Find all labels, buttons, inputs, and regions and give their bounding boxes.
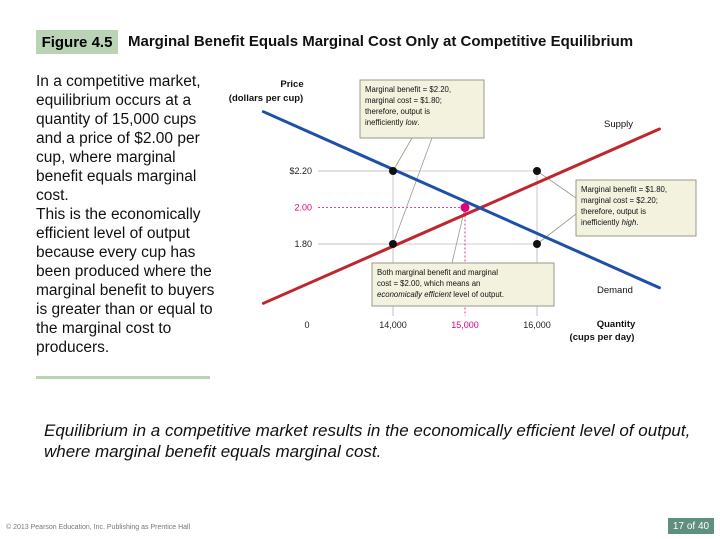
supply-curve	[261, 127, 661, 305]
pointer-low-to-mc	[392, 137, 433, 245]
callout-eq-line-2: cost = $2.00, which means an	[377, 279, 480, 288]
callout-high-line-3: therefore, output is	[581, 207, 646, 216]
callout-inefficiently-low: Marginal benefit = $2.20, marginal cost …	[359, 79, 485, 139]
callout-eq-line-1: Both marginal benefit and marginal	[377, 268, 498, 277]
marked-point-0	[389, 167, 397, 175]
x-tick-label-1: 15,000	[451, 320, 479, 330]
x-axis-title: Quantity	[597, 319, 636, 330]
figure-label: Figure 4.5	[36, 30, 118, 54]
callout-inefficiently-high: Marginal benefit = $1.80, marginal cost …	[575, 179, 697, 237]
callout-eq-italic: economically efficient	[377, 290, 452, 299]
supply-label: Supply	[604, 119, 633, 130]
marked-point-2	[533, 167, 541, 175]
callout-high-tail: .	[636, 218, 638, 227]
origin-label: 0	[304, 320, 309, 330]
equilibrium-point	[460, 203, 470, 212]
callout-low-line-1: Marginal benefit = $2.20,	[365, 85, 451, 94]
callout-low-tail: .	[417, 118, 419, 127]
callout-high-line-4: inefficiently	[581, 218, 622, 227]
slide-caption: Equilibrium in a competitive market resu…	[44, 421, 691, 461]
callout-economically-efficient: Both marginal benefit and marginal cost …	[371, 262, 555, 307]
pointer-low-to-mb	[392, 137, 413, 172]
callout-high-italic: high	[622, 218, 637, 227]
svg-text:Both marginal benefit and marg: Both marginal benefit and marginal cost …	[377, 268, 504, 299]
callout-high-line-2: marginal cost = $2.20;	[581, 196, 658, 205]
callout-high-line-1: Marginal benefit = $1.80,	[581, 185, 667, 194]
callout-low-line-4: inefficiently	[365, 118, 406, 127]
pointer-high-to-mc	[536, 170, 577, 199]
svg-text:Marginal benefit = $2.20,: Marginal benefit = $2.20, marginal cost …	[365, 85, 453, 127]
y-tick-label-2: 1.80	[294, 239, 312, 249]
demand-curve	[261, 110, 661, 290]
x-tick-label-0: 14,000	[379, 320, 407, 330]
x-tick-label-2: 16,000	[523, 320, 551, 330]
page-number-badge: 17 of 40	[668, 518, 714, 534]
marked-point-1	[389, 240, 397, 248]
y-tick-label-1: 2.00	[294, 203, 312, 213]
divider	[36, 376, 210, 379]
figure-title: Marginal Benefit Equals Marginal Cost On…	[128, 33, 634, 50]
callout-low-line-3: therefore, output is	[365, 107, 430, 116]
x-axis-subtitle: (cups per day)	[570, 332, 635, 343]
callout-low-line-2: marginal cost = $1.80;	[365, 96, 442, 105]
svg-text:Marginal benefit = $1.80,: Marginal benefit = $1.80, marginal cost …	[581, 185, 669, 227]
callout-eq-tail: level of output.	[451, 290, 504, 299]
demand-label: Demand	[597, 285, 633, 296]
y-axis-subtitle: (dollars per cup)	[229, 93, 303, 104]
pointer-high-to-mb	[536, 213, 577, 245]
y-axis-title: Price	[280, 79, 303, 90]
explanation-paragraph-2: This is the economically efficient level…	[36, 206, 215, 356]
y-tick-label-0: $2.20	[289, 166, 312, 176]
explanation-paragraph-1: In a competitive market, equilibrium occ…	[36, 73, 201, 204]
marked-point-3	[533, 240, 541, 248]
callout-low-italic: low	[406, 118, 419, 127]
copyright-footer: © 2013 Pearson Education, Inc. Publishin…	[6, 524, 191, 531]
explanation-text: In a competitive market, equilibrium occ…	[36, 72, 226, 357]
